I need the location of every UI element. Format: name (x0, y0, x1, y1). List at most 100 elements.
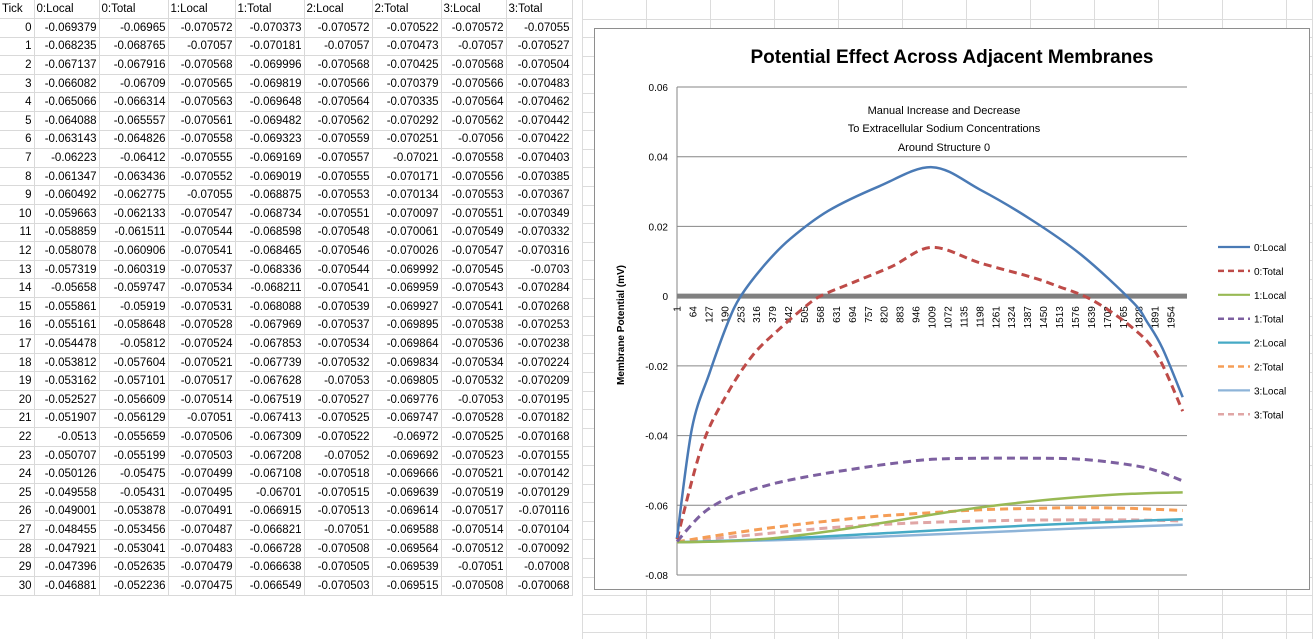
value-cell[interactable]: -0.07053 (441, 390, 507, 410)
column-header[interactable]: 1:Local (168, 0, 236, 20)
value-cell[interactable]: -0.050707 (34, 446, 100, 466)
value-cell[interactable]: -0.050126 (34, 464, 100, 484)
value-cell[interactable]: -0.070527 (506, 37, 573, 57)
value-cell[interactable]: -0.069864 (372, 334, 442, 354)
value-cell[interactable]: -0.07055 (506, 18, 573, 38)
value-cell[interactable]: -0.069515 (372, 576, 442, 596)
tick-cell[interactable]: 24 (0, 464, 35, 484)
value-cell[interactable]: -0.070499 (168, 464, 236, 484)
value-cell[interactable]: -0.070536 (441, 334, 507, 354)
value-cell[interactable]: -0.070026 (372, 241, 442, 261)
value-cell[interactable]: -0.070527 (304, 390, 373, 410)
value-cell[interactable]: -0.070505 (304, 557, 373, 577)
value-cell[interactable]: -0.069747 (372, 409, 442, 429)
value-cell[interactable]: -0.070545 (441, 260, 507, 280)
value-cell[interactable]: -0.070506 (168, 427, 236, 447)
value-cell[interactable]: -0.070528 (441, 409, 507, 429)
value-cell[interactable]: -0.070546 (304, 241, 373, 261)
value-cell[interactable]: -0.070553 (304, 185, 373, 206)
value-cell[interactable]: -0.070537 (168, 260, 236, 280)
value-cell[interactable]: -0.070403 (506, 148, 573, 168)
value-cell[interactable]: -0.069639 (372, 483, 442, 503)
value-cell[interactable]: -0.070171 (372, 167, 442, 187)
value-cell[interactable]: -0.052635 (99, 557, 169, 577)
value-cell[interactable]: -0.05431 (99, 483, 169, 503)
value-cell[interactable]: -0.066915 (235, 502, 305, 522)
tick-cell[interactable]: 11 (0, 223, 35, 243)
value-cell[interactable]: -0.06223 (34, 148, 100, 168)
value-cell[interactable]: -0.053162 (34, 371, 100, 391)
value-cell[interactable]: -0.069805 (372, 371, 442, 391)
value-cell[interactable]: -0.068765 (99, 37, 169, 57)
value-cell[interactable]: -0.070534 (304, 334, 373, 354)
value-cell[interactable]: -0.065557 (99, 111, 169, 131)
value-cell[interactable]: -0.067628 (235, 371, 305, 391)
tick-cell[interactable]: 21 (0, 409, 35, 429)
value-cell[interactable]: -0.07057 (441, 37, 507, 57)
value-cell[interactable]: -0.069996 (235, 55, 305, 75)
value-cell[interactable]: -0.066821 (235, 520, 305, 540)
column-header[interactable]: 3:Local (441, 0, 507, 20)
value-cell[interactable]: -0.069895 (372, 316, 442, 336)
value-cell[interactable]: -0.066549 (235, 576, 305, 596)
tick-cell[interactable]: 14 (0, 278, 35, 298)
column-header[interactable]: 3:Total (506, 0, 573, 20)
value-cell[interactable]: -0.070104 (506, 520, 573, 540)
value-cell[interactable]: -0.067519 (235, 390, 305, 410)
value-cell[interactable]: -0.060492 (34, 185, 100, 206)
value-cell[interactable]: -0.07057 (304, 37, 373, 57)
value-cell[interactable]: -0.070367 (506, 185, 573, 206)
value-cell[interactable]: -0.070508 (441, 576, 507, 596)
value-cell[interactable]: -0.070549 (441, 223, 507, 243)
value-cell[interactable]: -0.070182 (506, 409, 573, 429)
value-cell[interactable]: -0.056129 (99, 409, 169, 429)
value-cell[interactable]: -0.069379 (34, 18, 100, 38)
value-cell[interactable]: -0.065066 (34, 92, 100, 113)
tick-cell[interactable]: 12 (0, 241, 35, 261)
value-cell[interactable]: -0.070555 (304, 167, 373, 187)
value-cell[interactable]: -0.069588 (372, 520, 442, 540)
value-cell[interactable]: -0.070517 (168, 371, 236, 391)
value-cell[interactable]: -0.070487 (168, 520, 236, 540)
value-cell[interactable]: -0.070544 (168, 223, 236, 243)
tick-cell[interactable]: 1 (0, 37, 35, 57)
tick-cell[interactable]: 19 (0, 371, 35, 391)
value-cell[interactable]: -0.069666 (372, 464, 442, 484)
value-cell[interactable]: -0.070373 (235, 18, 305, 38)
tick-cell[interactable]: 5 (0, 111, 35, 131)
value-cell[interactable]: -0.052236 (99, 576, 169, 596)
value-cell[interactable]: -0.070238 (506, 334, 573, 354)
value-cell[interactable]: -0.058859 (34, 223, 100, 243)
value-cell[interactable]: -0.070483 (168, 539, 236, 559)
value-cell[interactable]: -0.070572 (441, 18, 507, 38)
tick-cell[interactable]: 28 (0, 539, 35, 559)
value-cell[interactable]: -0.068598 (235, 223, 305, 243)
value-cell[interactable]: -0.067309 (235, 427, 305, 447)
value-cell[interactable]: -0.064088 (34, 111, 100, 131)
tick-cell[interactable]: 20 (0, 390, 35, 410)
value-cell[interactable]: -0.069564 (372, 539, 442, 559)
tick-cell[interactable]: 26 (0, 502, 35, 522)
value-cell[interactable]: -0.059663 (34, 204, 100, 224)
value-cell[interactable]: -0.070224 (506, 353, 573, 373)
value-cell[interactable]: -0.053878 (99, 502, 169, 522)
value-cell[interactable]: -0.070572 (168, 18, 236, 38)
value-cell[interactable]: -0.060906 (99, 241, 169, 261)
value-cell[interactable]: -0.070129 (506, 483, 573, 503)
tick-cell[interactable]: 17 (0, 334, 35, 354)
value-cell[interactable]: -0.070092 (506, 539, 573, 559)
value-cell[interactable]: -0.070551 (441, 204, 507, 224)
value-cell[interactable]: -0.057101 (99, 371, 169, 391)
tick-cell[interactable]: 10 (0, 204, 35, 224)
value-cell[interactable]: -0.070524 (168, 334, 236, 354)
value-cell[interactable]: -0.053812 (34, 353, 100, 373)
value-cell[interactable]: -0.070541 (441, 297, 507, 317)
value-cell[interactable]: -0.069648 (235, 92, 305, 113)
value-cell[interactable]: -0.070268 (506, 297, 573, 317)
value-cell[interactable]: -0.059747 (99, 278, 169, 298)
value-cell[interactable]: -0.070332 (506, 223, 573, 243)
value-cell[interactable]: -0.070565 (168, 74, 236, 94)
value-cell[interactable]: -0.067969 (235, 316, 305, 336)
chart-container[interactable]: Potential Effect Across Adjacent Membran… (594, 28, 1310, 590)
value-cell[interactable]: -0.05658 (34, 278, 100, 298)
